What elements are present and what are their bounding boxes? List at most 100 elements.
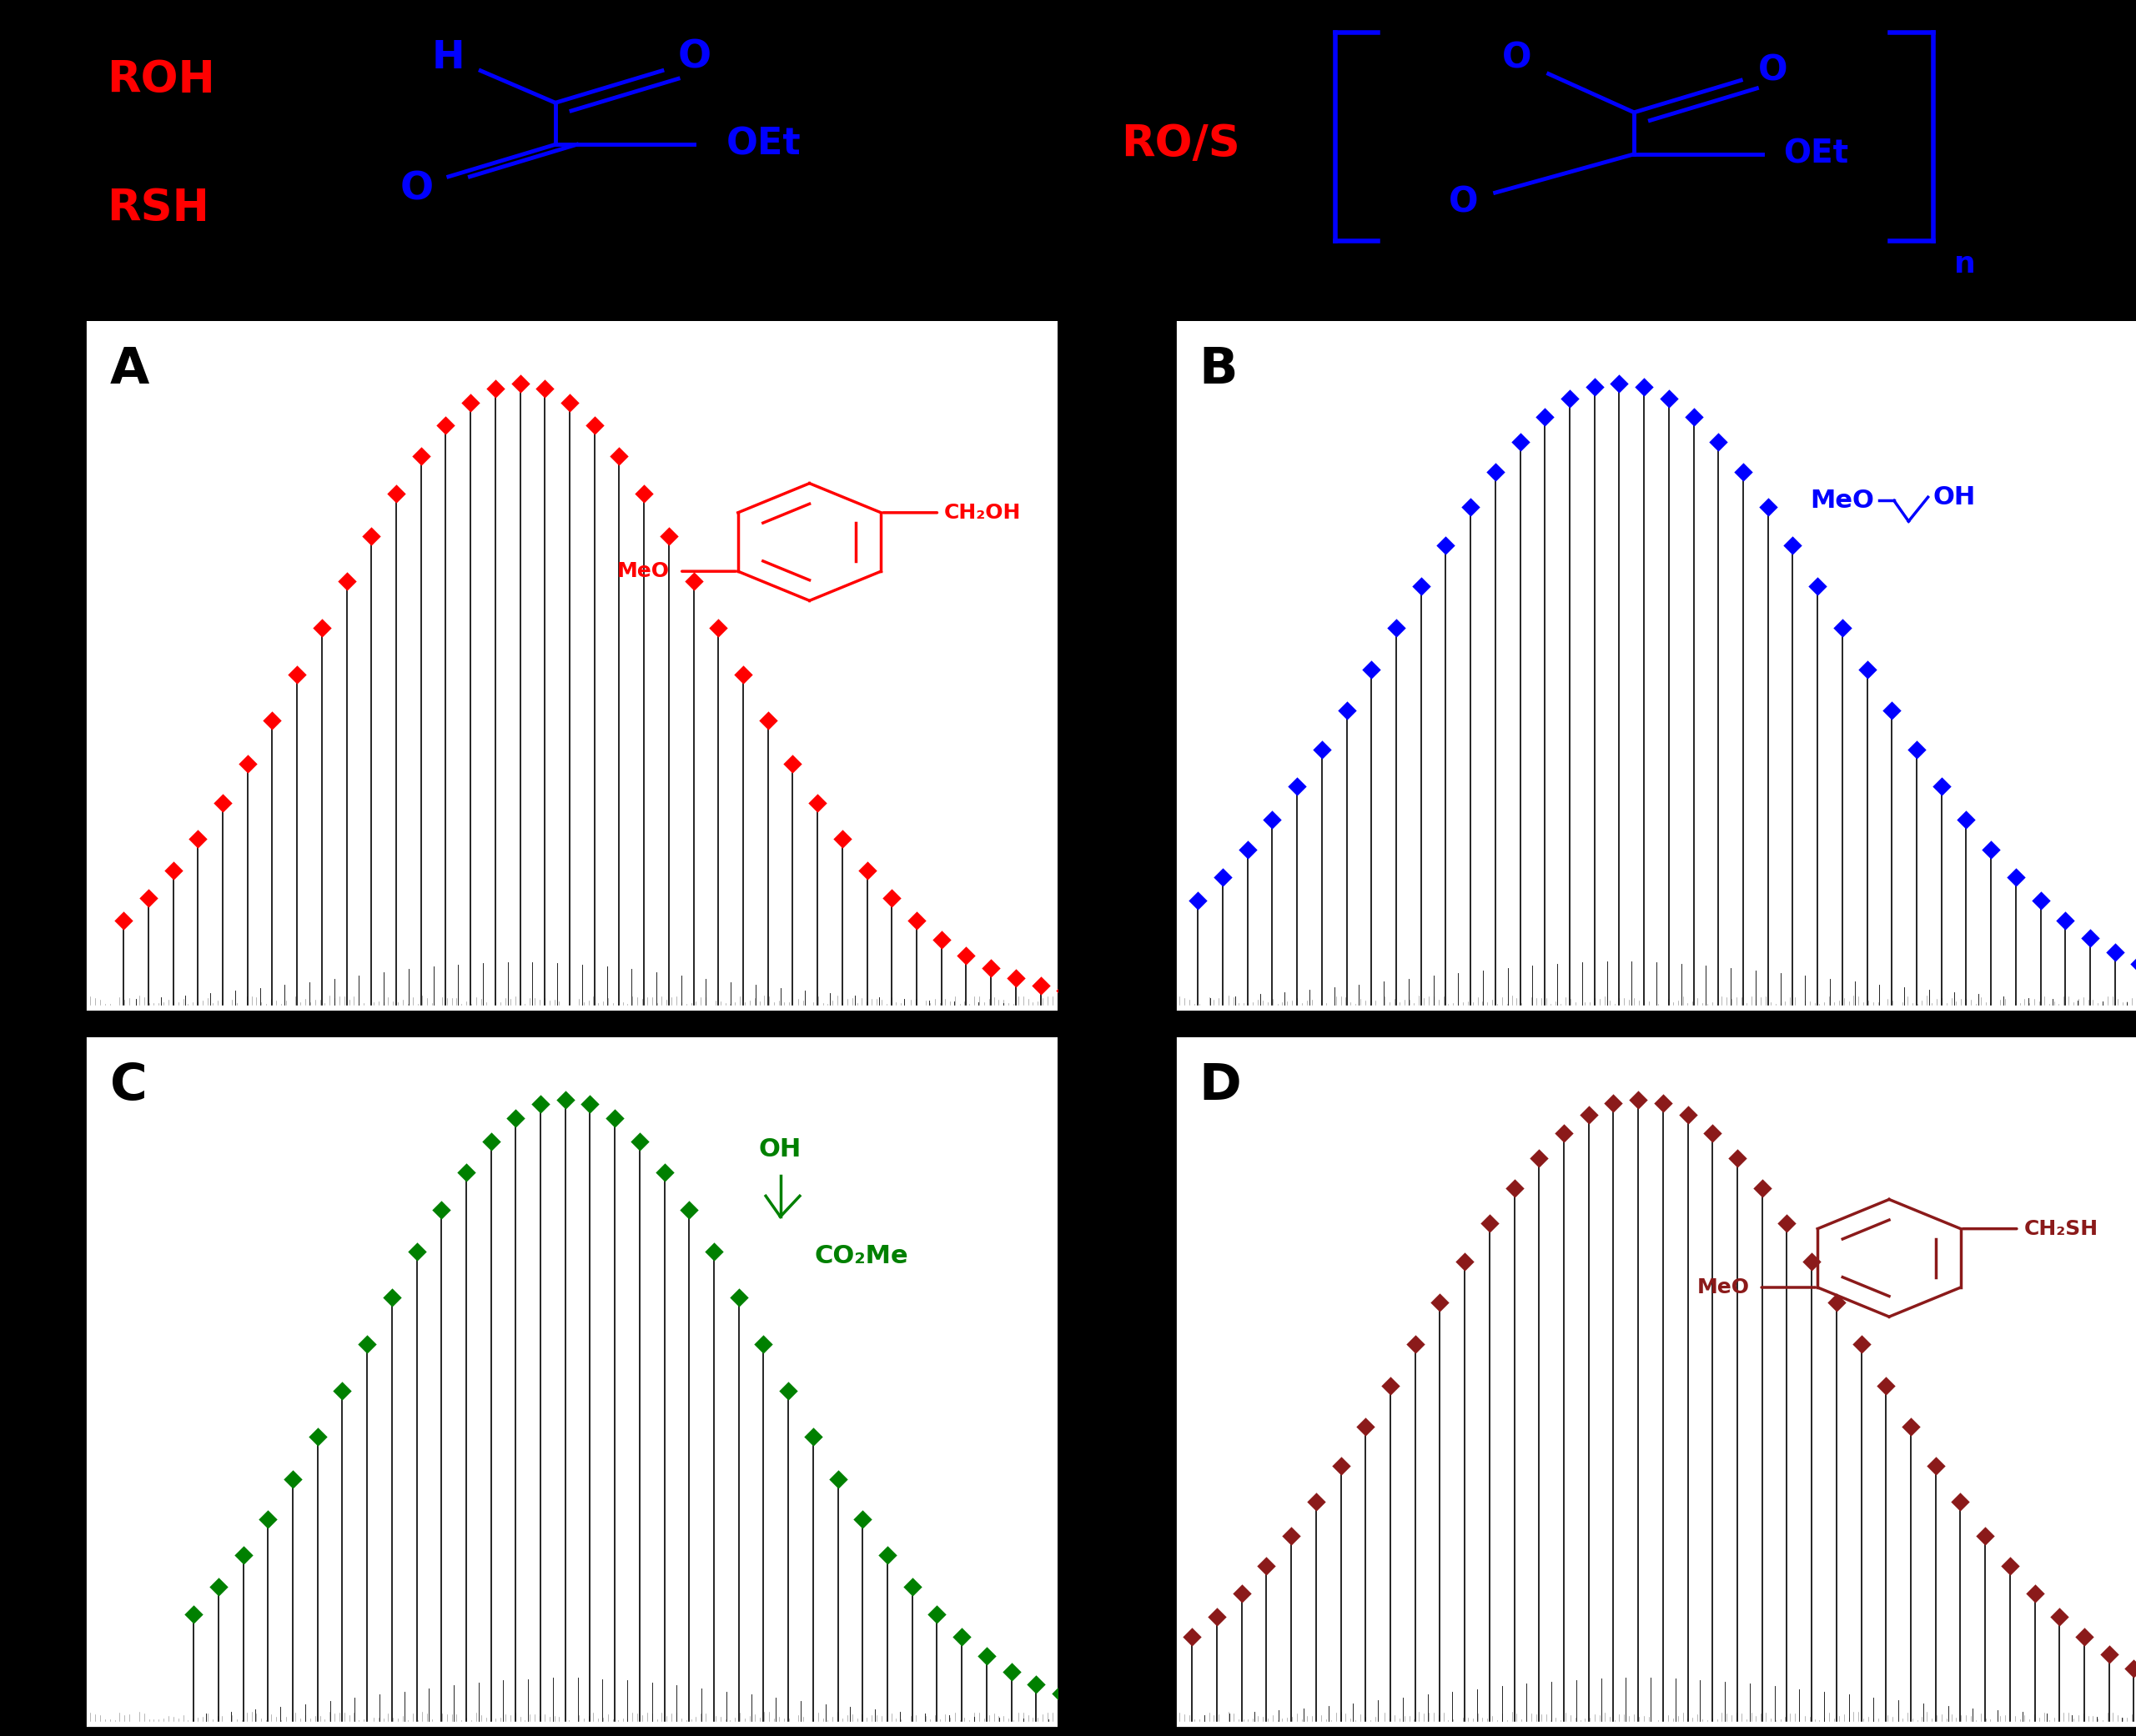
Text: OH: OH	[758, 1137, 801, 1161]
Point	[970, 1642, 1004, 1670]
Point	[399, 1238, 434, 1266]
Point	[948, 941, 983, 969]
Text: O: O	[677, 38, 711, 76]
Point	[1596, 1090, 1630, 1118]
Point	[1771, 1210, 1805, 1238]
Point	[1224, 1580, 1258, 1608]
Point	[1948, 806, 1982, 833]
Text: CH₂SH: CH₂SH	[2023, 1219, 2098, 1240]
Point	[1527, 403, 1561, 431]
Point	[944, 1623, 978, 1651]
Point	[1023, 970, 1057, 998]
Point	[1472, 1210, 1506, 1238]
Point	[1429, 531, 1463, 559]
Point	[276, 1465, 310, 1493]
Point	[895, 1573, 929, 1601]
Point	[1478, 458, 1512, 486]
Point	[355, 523, 389, 550]
Point	[107, 906, 141, 934]
Text: O: O	[1502, 40, 1532, 75]
Point	[1324, 1451, 1358, 1479]
Point	[797, 1422, 831, 1450]
Text: MeO: MeO	[617, 561, 671, 582]
Point	[301, 1422, 335, 1450]
Point	[1546, 1120, 1581, 1147]
Point	[1553, 385, 1587, 413]
Point	[752, 707, 786, 734]
Point	[995, 1658, 1030, 1686]
Point	[1448, 1248, 1482, 1276]
Point	[1843, 1330, 1878, 1358]
Point	[974, 955, 1008, 983]
Point	[677, 568, 711, 595]
Point	[1576, 373, 1611, 401]
Point	[156, 856, 190, 884]
Text: OEt: OEt	[1784, 139, 1850, 170]
Point	[1045, 1680, 1079, 1708]
Point	[696, 1238, 731, 1266]
Point	[1256, 806, 1290, 833]
Point	[226, 1542, 261, 1569]
Point	[925, 925, 959, 953]
Point	[502, 370, 536, 398]
Point	[280, 661, 314, 689]
Text: MeO: MeO	[1696, 1278, 1749, 1297]
Point	[2048, 906, 2083, 934]
Point	[745, 1330, 780, 1358]
Point	[1967, 1522, 2001, 1550]
Point	[305, 615, 340, 642]
Point	[1899, 736, 1933, 764]
Point	[1824, 615, 1858, 642]
Point	[523, 1090, 557, 1118]
Point	[1181, 887, 1215, 915]
Point	[1875, 696, 1910, 724]
Point	[1925, 773, 1959, 800]
Point	[453, 389, 487, 417]
Point	[846, 1505, 880, 1533]
Text: O: O	[399, 170, 434, 208]
Point	[1820, 1288, 1854, 1316]
Point	[598, 1104, 632, 1132]
Text: CH₂OH: CH₂OH	[944, 503, 1021, 523]
Point	[824, 825, 859, 852]
Point	[1523, 1144, 1557, 1172]
Point	[2068, 1623, 2102, 1651]
Point	[1504, 427, 1538, 455]
Point	[378, 479, 412, 507]
Point	[177, 1601, 211, 1628]
Point	[429, 411, 464, 439]
Point	[1329, 696, 1363, 724]
Point	[572, 1090, 607, 1118]
Text: ROH: ROH	[107, 59, 216, 102]
Point	[1999, 863, 2033, 891]
Point	[1670, 1101, 1705, 1128]
Point	[1397, 1330, 1431, 1358]
Point	[2019, 1580, 2053, 1608]
Point	[350, 1330, 384, 1358]
Point	[2123, 950, 2136, 977]
Point	[374, 1283, 408, 1311]
Point	[1305, 736, 1339, 764]
Point	[130, 884, 164, 911]
Point	[1726, 458, 1760, 486]
Point	[701, 615, 735, 642]
Point	[1993, 1552, 2027, 1580]
Point	[425, 1196, 459, 1224]
Point	[205, 790, 239, 818]
Point	[2072, 924, 2106, 951]
Point	[329, 568, 363, 595]
Point	[1423, 1288, 1457, 1316]
Point	[549, 1085, 583, 1113]
Text: OEt: OEt	[726, 127, 801, 163]
Point	[478, 375, 513, 403]
Point	[1403, 573, 1438, 601]
Point	[628, 479, 662, 507]
Point	[1700, 427, 1734, 455]
Point	[250, 1505, 284, 1533]
Point	[647, 1158, 681, 1186]
Point	[1801, 573, 1835, 601]
Text: CO₂Me: CO₂Me	[814, 1245, 908, 1269]
Point	[2023, 887, 2057, 915]
Point	[2117, 1654, 2136, 1682]
Text: O: O	[1448, 184, 1478, 220]
